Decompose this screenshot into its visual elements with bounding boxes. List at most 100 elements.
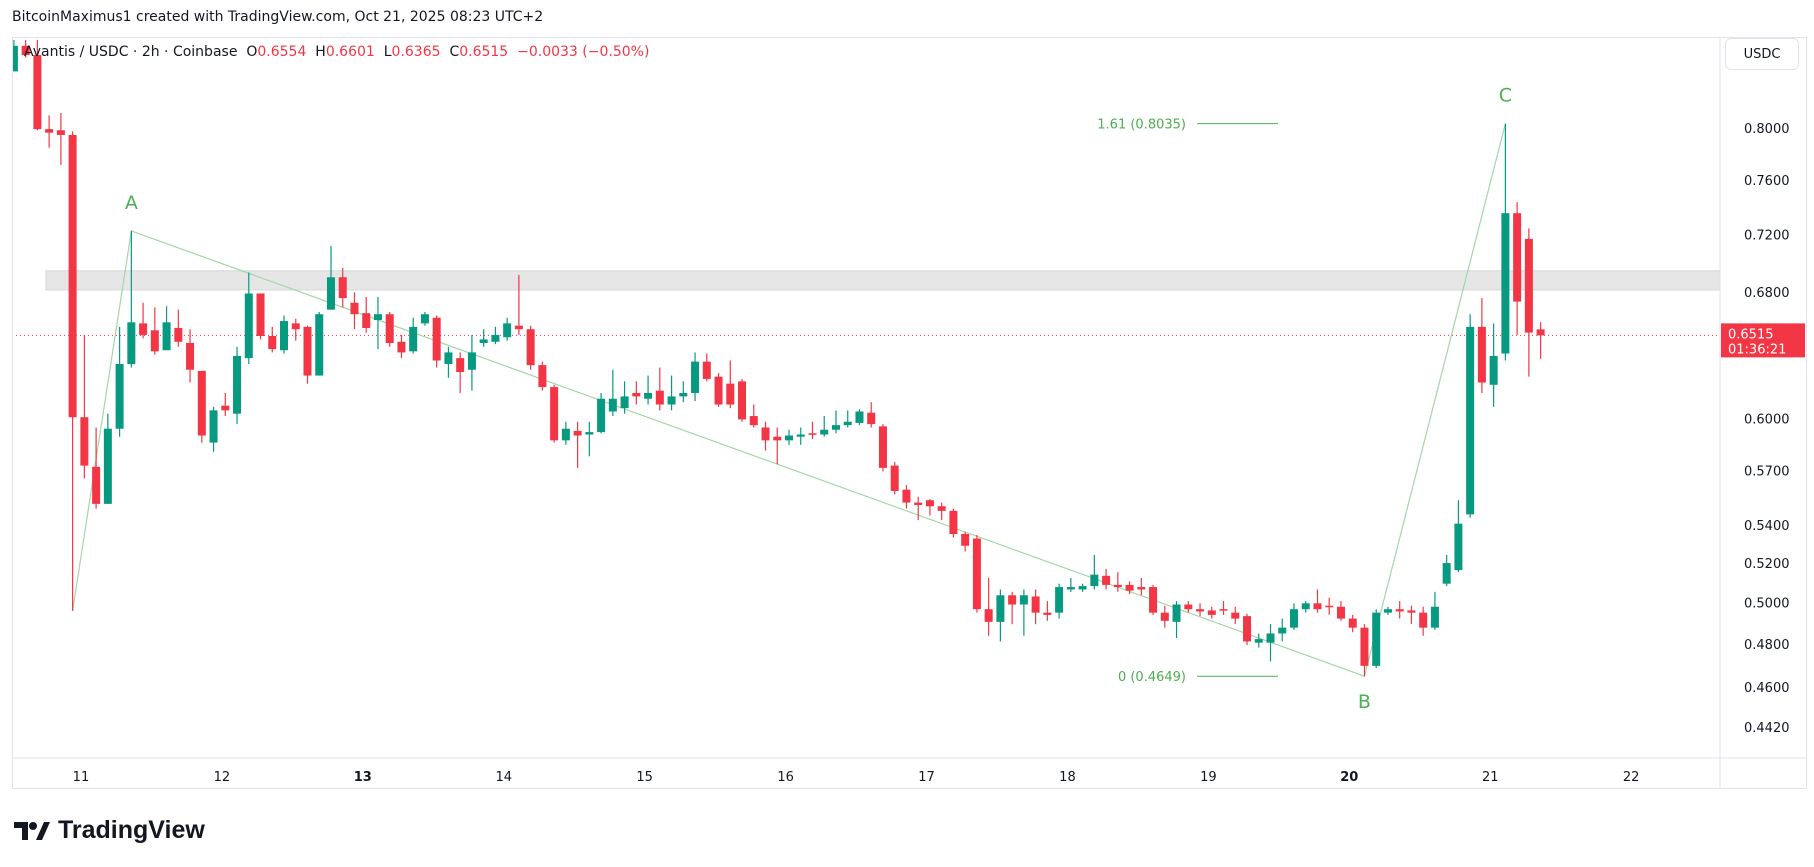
chart-frame	[12, 37, 1807, 789]
symbol-legend: Avantis / USDC · 2h · Coinbase O0.6554 H…	[24, 44, 649, 60]
tradingview-logo[interactable]: TradingView	[14, 816, 205, 845]
candle	[1278, 618, 1287, 642]
candle-body	[1219, 609, 1228, 611]
candle-body	[1266, 633, 1275, 643]
last-price-badge	[1721, 323, 1805, 358]
chart-credit: BitcoinMaximus1 created with TradingView…	[12, 9, 544, 25]
candle	[691, 352, 700, 402]
candle	[620, 381, 629, 414]
candle-body	[1360, 627, 1369, 666]
candle-body	[1031, 596, 1040, 613]
candle-body	[620, 396, 629, 409]
candle-body	[632, 392, 641, 397]
candle-body	[785, 435, 794, 441]
candle	[1266, 624, 1275, 662]
candle-body	[56, 130, 65, 135]
candle	[808, 421, 817, 440]
candle	[1055, 583, 1064, 619]
candle-body	[550, 387, 559, 441]
candle-body	[1301, 603, 1310, 610]
candle	[773, 427, 782, 465]
candle-body	[233, 355, 242, 414]
candle	[92, 427, 101, 509]
price-axis-label: 0.5200	[1744, 557, 1790, 572]
candle-body	[796, 434, 805, 437]
candle-body	[1430, 606, 1439, 628]
candle-body	[1254, 639, 1263, 643]
candle	[1372, 609, 1381, 669]
candle	[244, 272, 253, 365]
candle	[1207, 606, 1216, 619]
candle-body	[761, 427, 770, 441]
candle-body	[162, 322, 171, 351]
time-axis-label: 18	[1059, 770, 1076, 785]
candle	[1301, 601, 1310, 613]
candle	[1254, 633, 1263, 648]
candle	[68, 131, 77, 611]
candle-body	[1008, 595, 1017, 605]
candle-body	[1043, 612, 1052, 615]
fib-level-label: 0 (0.4649)	[1118, 670, 1186, 685]
candle-body	[1407, 610, 1416, 613]
candle	[444, 346, 453, 378]
price-axis-label: 0.4600	[1744, 681, 1790, 696]
candle	[667, 375, 676, 411]
candle	[362, 296, 371, 333]
candle-body	[514, 325, 523, 330]
candle	[1325, 597, 1334, 615]
candle	[526, 325, 535, 370]
candle-body	[139, 323, 148, 335]
candle-body	[373, 314, 382, 321]
candle-body	[902, 489, 911, 503]
candle-body	[338, 277, 347, 299]
candle	[503, 317, 512, 341]
candle-body	[1477, 326, 1486, 383]
currency-button[interactable]: USDC	[1725, 38, 1799, 70]
candle	[608, 369, 617, 417]
candle	[115, 326, 124, 437]
candle-body	[1372, 612, 1381, 666]
candle-body	[103, 428, 112, 504]
candle	[761, 421, 770, 451]
candle	[268, 326, 277, 353]
candle-body	[444, 352, 453, 365]
plot-area	[13, 40, 1720, 678]
candle-body	[256, 293, 265, 337]
candle-body	[1196, 609, 1205, 612]
candle	[890, 462, 899, 495]
candle	[1407, 605, 1416, 625]
candle-body	[608, 398, 617, 412]
candle	[56, 112, 65, 165]
time-axis-label: 22	[1623, 770, 1640, 785]
candle	[996, 589, 1005, 642]
candle-body	[1348, 618, 1357, 628]
time-axis-label: 21	[1482, 770, 1499, 785]
candle	[984, 577, 993, 636]
candle-body	[303, 326, 312, 376]
time-axis-label: 12	[214, 770, 231, 785]
resistance-zone	[45, 270, 1720, 291]
symbol-title[interactable]: Avantis / USDC · 2h · Coinbase	[24, 44, 238, 60]
logo-text: TradingView	[58, 816, 205, 844]
wave-label-c: C	[1499, 85, 1512, 107]
candle	[1454, 500, 1463, 573]
candle	[1524, 228, 1533, 377]
candle-body	[362, 313, 371, 328]
candle-body	[890, 465, 899, 491]
candle-body	[937, 506, 946, 511]
candle-body	[1113, 584, 1122, 588]
candle	[749, 404, 758, 428]
time-axis-label: 17	[918, 770, 935, 785]
candle	[1125, 581, 1134, 595]
candle-body	[385, 314, 394, 344]
candle	[326, 245, 335, 310]
time-axis-label: 13	[354, 770, 372, 785]
open-value: 0.6554	[257, 44, 307, 60]
candle	[843, 410, 852, 428]
candle	[679, 381, 688, 403]
candle	[174, 309, 183, 347]
candle-body	[644, 392, 653, 399]
candle-body	[1454, 523, 1463, 571]
time-axis-label: 11	[73, 770, 90, 785]
